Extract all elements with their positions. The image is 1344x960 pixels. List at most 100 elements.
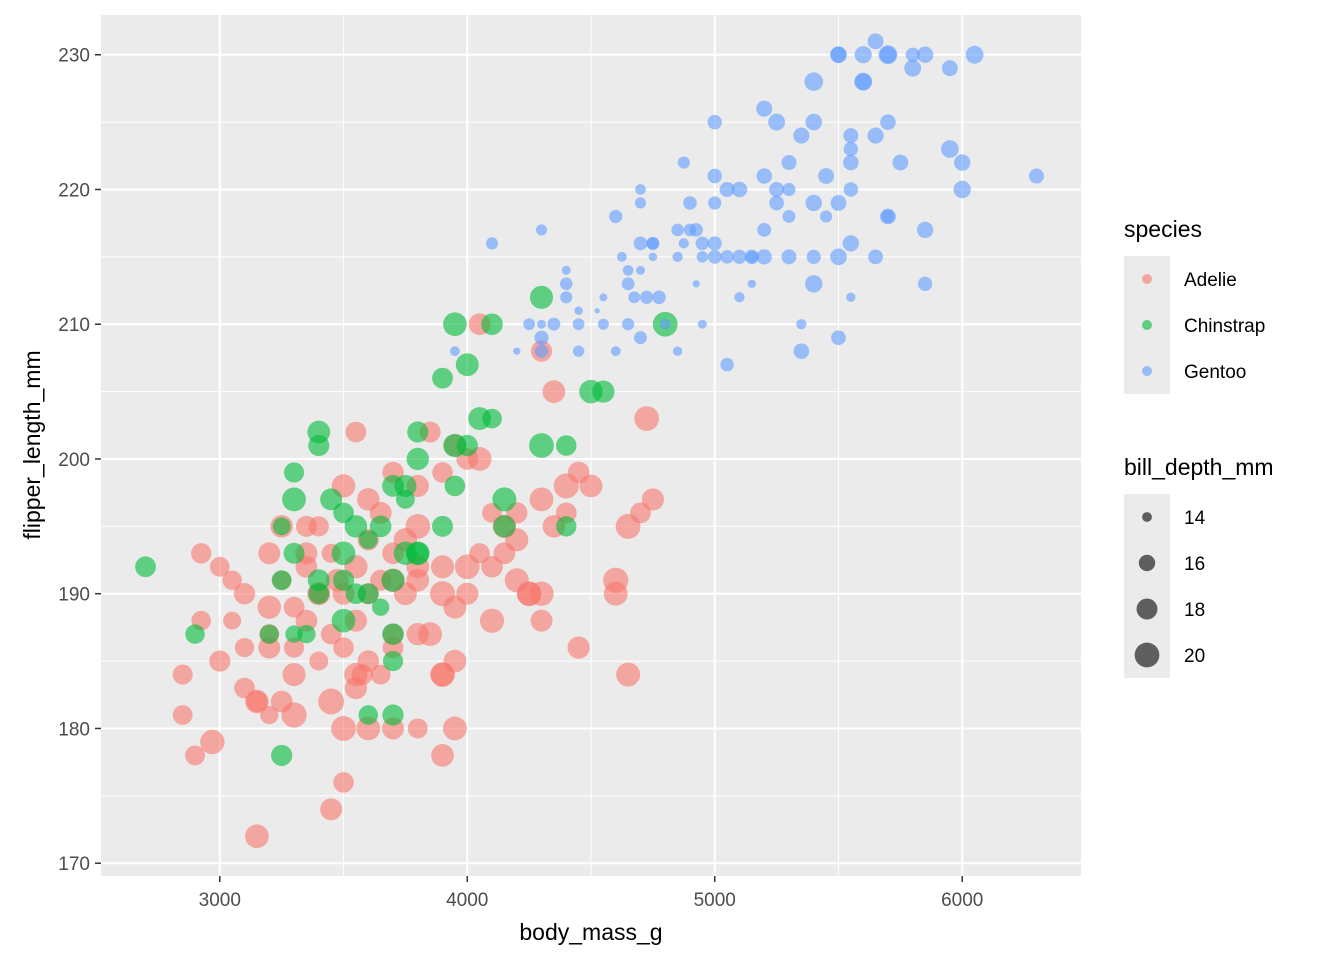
- data-point-gentoo: [846, 292, 856, 302]
- y-tick-label: 220: [58, 180, 90, 201]
- data-point-chinstrap: [135, 556, 156, 578]
- data-point-adelie: [320, 798, 343, 821]
- data-point-gentoo: [697, 319, 707, 329]
- data-point-gentoo: [683, 196, 697, 210]
- data-point-adelie: [530, 609, 553, 632]
- data-point-adelie: [172, 664, 193, 685]
- data-point-chinstrap: [307, 420, 331, 444]
- data-point-adelie: [469, 543, 490, 564]
- data-point-gentoo: [707, 114, 722, 130]
- data-point-gentoo: [757, 222, 772, 237]
- data-point-chinstrap: [185, 624, 205, 644]
- y-tick-label: 210: [58, 315, 90, 336]
- data-point-adelie: [407, 718, 428, 739]
- data-point-gentoo: [640, 290, 654, 304]
- data-point-chinstrap: [444, 475, 466, 497]
- size-legend-key-14: [1142, 512, 1152, 522]
- data-point-gentoo: [756, 100, 773, 117]
- x-tick-label: 6000: [941, 890, 983, 911]
- data-point-adelie: [270, 690, 293, 713]
- data-point-chinstrap: [297, 624, 316, 644]
- data-point-chinstrap: [259, 624, 279, 644]
- data-point-gentoo: [830, 195, 847, 211]
- data-point-gentoo: [633, 236, 648, 251]
- data-point-gentoo: [769, 181, 785, 198]
- data-point-gentoo: [745, 250, 758, 263]
- data-point-gentoo: [781, 155, 797, 171]
- data-point-gentoo: [695, 236, 710, 251]
- data-point-adelie: [344, 662, 368, 687]
- data-point-gentoo: [965, 45, 984, 64]
- data-point-gentoo: [707, 236, 722, 251]
- data-point-chinstrap: [283, 542, 305, 564]
- data-point-adelie: [260, 705, 279, 725]
- data-point-gentoo: [597, 318, 609, 330]
- data-point-chinstrap: [358, 705, 379, 725]
- data-point-adelie: [245, 824, 269, 849]
- data-point-adelie: [430, 555, 455, 579]
- data-point-gentoo: [782, 182, 796, 197]
- data-point-gentoo: [916, 46, 934, 63]
- data-point-gentoo: [678, 238, 689, 249]
- data-point-gentoo: [1028, 168, 1044, 184]
- data-point-gentoo: [868, 249, 883, 265]
- data-point-gentoo: [732, 249, 747, 264]
- data-point-gentoo: [672, 251, 683, 263]
- data-point-gentoo: [622, 318, 635, 331]
- data-point-gentoo: [707, 249, 722, 264]
- data-point-gentoo: [843, 128, 859, 144]
- data-point-chinstrap: [272, 517, 291, 536]
- data-point-chinstrap: [382, 623, 404, 645]
- x-tick-label: 3000: [199, 890, 241, 911]
- data-point-adelie: [331, 716, 356, 741]
- data-point-gentoo: [843, 154, 859, 171]
- data-point-gentoo: [756, 168, 773, 184]
- data-point-chinstrap: [529, 285, 554, 309]
- data-point-chinstrap: [492, 487, 517, 512]
- data-point-gentoo: [756, 249, 772, 265]
- data-point-chinstrap: [332, 569, 355, 591]
- data-point-chinstrap: [556, 516, 577, 537]
- data-point-adelie: [234, 637, 255, 658]
- data-point-chinstrap: [271, 744, 293, 766]
- data-point-gentoo: [731, 181, 748, 198]
- size-legend-label-18: 18: [1184, 600, 1205, 621]
- data-point-chinstrap: [357, 583, 379, 605]
- data-point-adelie: [309, 651, 329, 671]
- data-point-gentoo: [572, 345, 585, 357]
- size-legend-key-20: [1134, 642, 1160, 668]
- y-tick-label: 190: [58, 585, 90, 606]
- data-point-adelie: [172, 705, 193, 725]
- data-point-adelie: [456, 582, 479, 605]
- data-point-gentoo: [806, 249, 821, 264]
- data-point-chinstrap: [283, 462, 305, 483]
- data-point-adelie: [283, 596, 305, 618]
- data-point-chinstrap: [443, 312, 467, 337]
- data-point-adelie: [318, 688, 345, 715]
- data-point-gentoo: [594, 308, 600, 314]
- data-point-gentoo: [842, 235, 860, 252]
- data-point-gentoo: [534, 330, 549, 345]
- data-point-adelie: [567, 636, 590, 659]
- data-point-adelie: [258, 542, 281, 565]
- data-point-adelie: [542, 380, 566, 403]
- data-point-gentoo: [953, 180, 971, 199]
- data-point-gentoo: [696, 251, 709, 263]
- x-axis-ticks: 3000 4000 5000 6000: [199, 876, 983, 911]
- data-point-gentoo: [892, 154, 909, 171]
- data-point-gentoo: [782, 210, 796, 223]
- data-point-gentoo: [768, 113, 786, 131]
- data-point-chinstrap: [555, 435, 577, 456]
- data-point-gentoo: [677, 156, 690, 169]
- data-point-gentoo: [560, 291, 573, 304]
- data-point-gentoo: [805, 275, 823, 293]
- data-point-gentoo: [634, 331, 647, 345]
- data-point-gentoo: [734, 292, 745, 303]
- data-point-adelie: [567, 461, 590, 484]
- data-point-chinstrap: [407, 421, 429, 443]
- size-legend-title: bill_depth_mm: [1124, 454, 1274, 480]
- color-legend-label-gentoo: Gentoo: [1184, 362, 1246, 383]
- data-point-adelie: [233, 583, 256, 605]
- data-point-gentoo: [652, 290, 666, 305]
